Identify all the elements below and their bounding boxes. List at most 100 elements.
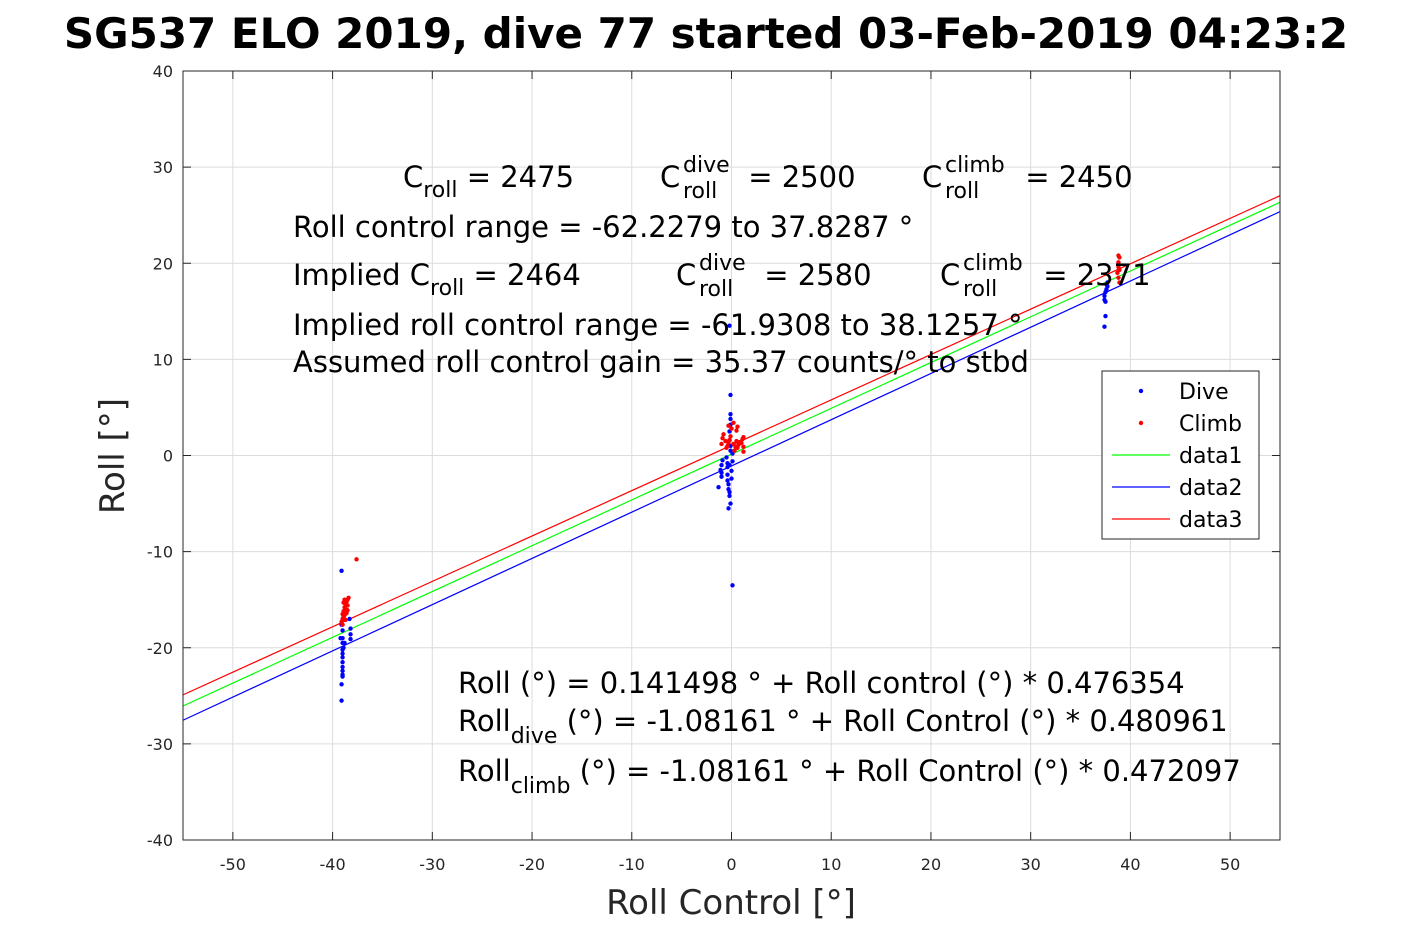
point-dive: [720, 458, 725, 463]
point-climb: [735, 424, 740, 429]
point-dive: [339, 682, 344, 687]
point-dive: [727, 493, 732, 499]
point-climb: [354, 557, 359, 562]
point-dive: [728, 501, 733, 506]
point-climb: [719, 441, 724, 447]
fit-all-text: Roll (°) = 0.141498 ° + Roll control (°)…: [458, 666, 1185, 700]
fit-dive-text: Rolldive (°) = -1.08161 ° + Roll Control…: [458, 704, 1228, 749]
fit-climb-text: Rollclimb (°) = -1.08161 ° + Roll Contro…: [458, 754, 1241, 799]
point-dive: [340, 651, 345, 656]
point-climb: [1117, 267, 1122, 273]
point-climb: [731, 420, 736, 426]
x-tick-label: -10: [619, 855, 645, 874]
point-climb: [728, 434, 733, 439]
x-tick-label: -40: [320, 855, 346, 874]
point-dive: [719, 474, 724, 479]
y-tick-label: 0: [163, 447, 173, 466]
point-dive: [728, 392, 733, 398]
point-climb: [345, 608, 350, 613]
x-tick-label: 20: [921, 855, 941, 874]
scatter-points: [338, 253, 1122, 703]
point-climb: [727, 437, 732, 443]
y-tick-label: -30: [147, 735, 173, 754]
point-dive: [726, 506, 731, 511]
point-climb: [1116, 253, 1121, 258]
y-tick-label: 30: [153, 158, 173, 177]
y-tick-label: -10: [147, 543, 173, 562]
point-dive: [339, 568, 344, 574]
point-climb: [734, 428, 739, 433]
implied-range-text: Implied roll control range = -61.9308 to…: [293, 308, 1023, 342]
x-tick-label: -30: [419, 855, 445, 874]
legend-marker-climb: [1138, 420, 1144, 426]
point-dive: [340, 655, 345, 660]
point-dive: [1104, 282, 1109, 287]
implied-c-text: Implied Croll = 2464: [293, 258, 581, 301]
assumed-gain-text: Assumed roll control gain = 35.37 counts…: [293, 345, 1029, 379]
x-axis-ticks: -50 -40 -30 -20 -10 0 10 20 30 40 50: [220, 71, 1240, 874]
point-dive: [342, 640, 347, 646]
point-dive: [348, 626, 353, 631]
point-dive: [725, 478, 730, 483]
legend-label: Dive: [1179, 380, 1229, 405]
point-climb: [1116, 275, 1121, 280]
point-dive: [728, 416, 733, 422]
x-tick-label: -50: [220, 855, 246, 874]
point-dive: [729, 468, 734, 474]
point-dive: [724, 455, 729, 460]
point-climb: [721, 432, 726, 437]
point-dive: [341, 645, 346, 650]
point-dive: [728, 411, 733, 417]
point-climb: [726, 423, 731, 428]
point-climb: [345, 603, 350, 608]
point-climb: [739, 440, 744, 446]
point-dive: [338, 635, 343, 641]
point-climb: [342, 612, 347, 618]
point-dive: [730, 459, 735, 464]
point-dive: [348, 632, 353, 637]
y-tick-label: -40: [147, 831, 173, 850]
point-dive: [1102, 324, 1107, 329]
point-dive: [340, 664, 345, 670]
point-climb: [741, 444, 746, 450]
c-roll-text: Croll = 2475: [403, 160, 574, 203]
point-climb: [1116, 260, 1121, 265]
point-dive: [726, 482, 731, 487]
point-dive: [1103, 313, 1108, 319]
legend-label: data2: [1179, 476, 1243, 501]
plot-axes: -50 -40 -30 -20 -10 0 10 20 30 40 50 -40 -30 -20 -10 0…: [147, 62, 1281, 874]
x-tick-label: -20: [519, 855, 545, 874]
point-dive: [340, 668, 345, 674]
point-dive: [727, 489, 732, 495]
point-climb: [1117, 280, 1122, 285]
x-tick-label: 10: [821, 855, 841, 874]
point-dive: [716, 485, 721, 490]
point-dive: [339, 698, 344, 703]
point-dive: [719, 462, 724, 468]
y-tick-label: 20: [153, 254, 173, 273]
legend-marker-dive: [1138, 388, 1144, 394]
point-dive: [725, 472, 730, 477]
point-dive: [340, 628, 345, 633]
y-tick-label: -20: [147, 639, 173, 658]
point-climb: [343, 617, 348, 623]
point-climb: [729, 426, 734, 431]
legend-label: data1: [1179, 444, 1243, 469]
point-climb: [741, 449, 746, 454]
legend-label: Climb: [1179, 412, 1242, 437]
control-range-text: Roll control range = -62.2279 to 37.8287…: [293, 210, 913, 244]
x-tick-label: 0: [726, 855, 736, 874]
legend: Dive Climb data1 data2 data3: [1101, 370, 1260, 540]
point-dive: [340, 674, 345, 679]
point-dive: [1102, 293, 1107, 299]
point-dive: [347, 616, 352, 622]
point-dive: [729, 476, 734, 481]
point-dive: [727, 462, 732, 468]
y-axis-ticks: -40 -30 -20 -10 0 10 20 30 40: [147, 62, 1280, 850]
